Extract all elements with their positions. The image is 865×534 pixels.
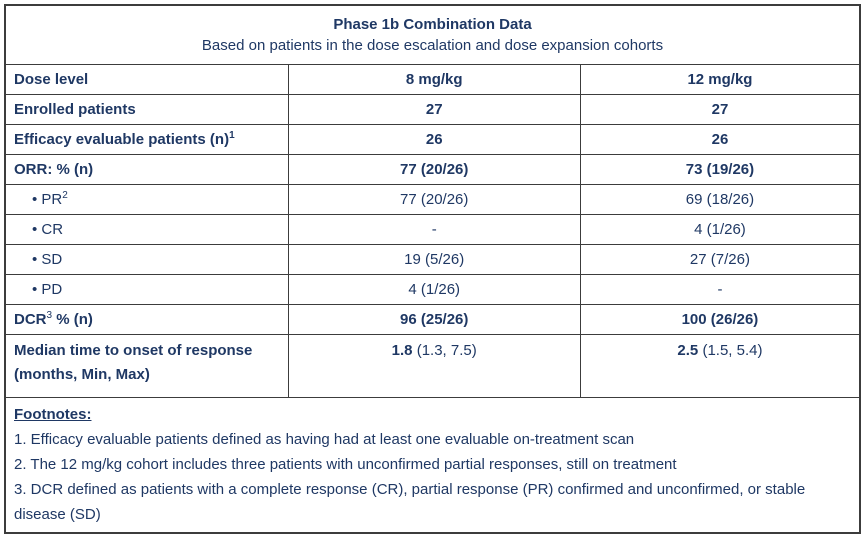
bullet-glyph: •	[32, 221, 42, 238]
combination-data-table: Phase 1b Combination Data Based on patie…	[4, 4, 861, 534]
cell-value: 8 mg/kg	[287, 64, 581, 95]
value-bold: 8 mg/kg	[405, 71, 463, 88]
table-row: ORR: % (n) 77 (20/26) 73 (19/26)	[4, 154, 861, 185]
table-subtitle: Based on patients in the dose escalation…	[201, 37, 664, 54]
row-label: • CR	[4, 214, 289, 245]
value-bold: 73 (19/26)	[685, 161, 755, 178]
value-regular: -	[717, 281, 723, 298]
footnotes-list: 1. Efficacy evaluable patients defined a…	[14, 427, 851, 527]
bullet-glyph: •	[32, 251, 42, 268]
value-regular: 4 (1/26)	[408, 281, 461, 298]
cell-value: 77 (20/26)	[287, 154, 581, 185]
value-regular: -	[431, 221, 437, 238]
table-title: Phase 1b Combination Data	[333, 16, 532, 33]
cell-value: 12 mg/kg	[579, 64, 861, 95]
row-label: Efficacy evaluable patients (n)1	[4, 124, 289, 155]
cell-value: 19 (5/26)	[287, 244, 581, 275]
cell-value: 27	[287, 94, 581, 125]
table-row: Median time to onset of response (months,…	[4, 334, 861, 398]
cell-value: -	[579, 274, 861, 305]
row-label-text: Median time to onset of response	[14, 342, 253, 359]
value-bold: 27	[425, 101, 443, 118]
row-label: • PR2	[4, 184, 289, 215]
value-bold: 77 (20/26)	[400, 161, 469, 178]
value-regular: 4 (1/26)	[694, 221, 746, 238]
bullet-glyph: •	[32, 191, 42, 208]
table-row: DCR3 % (n) 96 (25/26) 100 (26/26)	[4, 304, 861, 335]
cell-value: 4 (1/26)	[287, 274, 581, 305]
cell-value: 1.8 (1.3, 7.5)	[287, 334, 581, 398]
row-label: DCR3 % (n)	[4, 304, 289, 335]
value-bold: 26	[425, 131, 443, 148]
table-row: • SD 19 (5/26) 27 (7/26)	[4, 244, 861, 275]
value-regular: (1.3, 7.5)	[412, 342, 477, 359]
value-bold: 12 mg/kg	[687, 71, 753, 88]
footnote-item: 3. DCR defined as patients with a comple…	[14, 481, 806, 523]
row-label-text: Enrolled patients	[14, 101, 136, 118]
table-row: Efficacy evaluable patients (n)1 26 26	[4, 124, 861, 155]
value-regular: (1.5, 5.4)	[698, 342, 763, 359]
footnote-marker: 2	[62, 190, 68, 201]
value-bold: 26	[711, 131, 729, 148]
value-bold: 96 (25/26)	[400, 311, 469, 328]
table-row: Dose level 8 mg/kg 12 mg/kg	[4, 64, 861, 95]
value-bold: 100 (26/26)	[681, 311, 759, 328]
row-label-text: CR	[41, 221, 64, 238]
table-row: • PD 4 (1/26) -	[4, 274, 861, 305]
table-row: Enrolled patients 27 27	[4, 94, 861, 125]
row-label: Dose level	[4, 64, 289, 95]
bullet-glyph: •	[32, 281, 42, 298]
row-label-text: % (n)	[52, 311, 93, 328]
row-label-text: Dose level	[14, 71, 89, 88]
cell-value: 2.5 (1.5, 5.4)	[579, 334, 861, 398]
value-bold: 27	[711, 101, 729, 118]
cell-value: 77 (20/26)	[287, 184, 581, 215]
row-label-text: DCR	[14, 311, 47, 328]
footnotes-cell: Footnotes: 1. Efficacy evaluable patient…	[4, 397, 861, 534]
value-regular: 77 (20/26)	[400, 191, 469, 208]
cell-value: 96 (25/26)	[287, 304, 581, 335]
cell-value: 27 (7/26)	[579, 244, 861, 275]
footnote-item: 2. The 12 mg/kg cohort includes three pa…	[14, 456, 677, 473]
row-label-text: ORR: % (n)	[14, 161, 94, 178]
cell-value: -	[287, 214, 581, 245]
row-label: ORR: % (n)	[4, 154, 289, 185]
footnote-marker: 3	[46, 310, 53, 321]
row-label: Median time to onset of response (months,…	[4, 334, 289, 398]
value-bold: 2.5	[677, 342, 699, 359]
value-bold: 1.8	[391, 342, 413, 359]
value-regular: 19 (5/26)	[404, 251, 465, 268]
table-body: Dose level 8 mg/kg 12 mg/kg Enrolled patien…	[4, 64, 861, 398]
table-row: • PR2 77 (20/26) 69 (18/26)	[4, 184, 861, 215]
row-label-text: PD	[41, 281, 63, 298]
row-label: Enrolled patients	[4, 94, 289, 125]
row-label: • PD	[4, 274, 289, 305]
cell-value: 100 (26/26)	[579, 304, 861, 335]
cell-value: 27	[579, 94, 861, 125]
row-label: • SD	[4, 244, 289, 275]
footnote-marker: 1	[229, 130, 235, 141]
value-regular: 69 (18/26)	[685, 191, 755, 208]
cell-value: 26	[287, 124, 581, 155]
cell-value: 4 (1/26)	[579, 214, 861, 245]
footnotes-row: Footnotes: 1. Efficacy evaluable patient…	[4, 397, 861, 534]
footnote-item: 1. Efficacy evaluable patients defined a…	[14, 431, 635, 448]
page: Phase 1b Combination Data Based on patie…	[4, 4, 861, 534]
row-label-text: (months, Min, Max)	[14, 366, 150, 383]
table-row: • CR - 4 (1/26)	[4, 214, 861, 245]
value-regular: 27 (7/26)	[689, 251, 750, 268]
table-title-cell: Phase 1b Combination Data Based on patie…	[4, 4, 861, 65]
cell-value: 69 (18/26)	[579, 184, 861, 215]
cell-value: 26	[579, 124, 861, 155]
row-label-text: PR	[41, 191, 63, 208]
cell-value: 73 (19/26)	[579, 154, 861, 185]
footnotes-heading: Footnotes:	[14, 406, 92, 423]
row-label-text: Efficacy evaluable patients (n)	[14, 131, 230, 148]
row-label-text: SD	[41, 251, 63, 268]
title-row: Phase 1b Combination Data Based on patie…	[4, 4, 861, 65]
